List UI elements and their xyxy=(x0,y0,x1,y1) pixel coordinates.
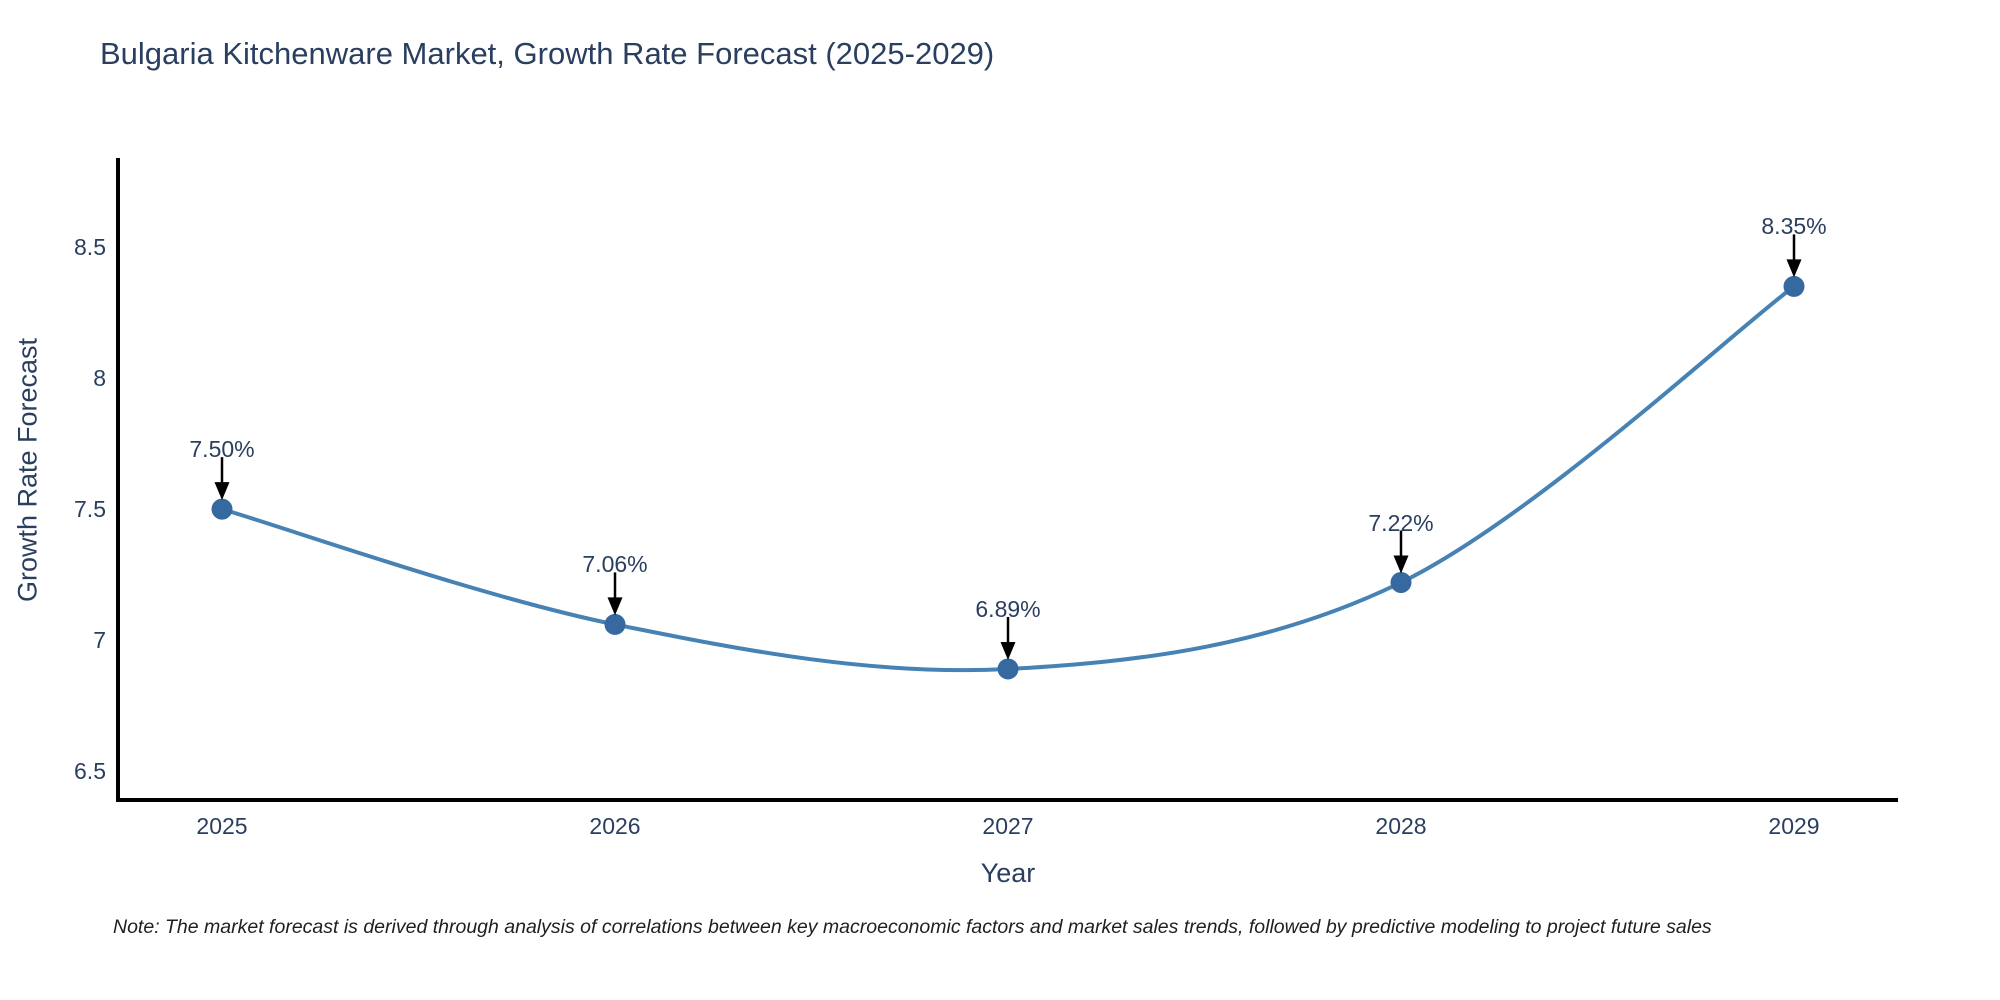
annotation-arrow-head xyxy=(1786,259,1802,278)
x-tick-label: 2025 xyxy=(196,813,248,839)
annotation-arrow-head xyxy=(607,597,623,616)
x-tick-label: 2027 xyxy=(982,813,1034,839)
y-tick-label: 6.5 xyxy=(74,758,106,785)
y-tick-label: 7 xyxy=(93,627,106,654)
point-value-label: 7.22% xyxy=(1368,509,1434,536)
y-tick-label: 8.5 xyxy=(74,234,106,261)
x-axis-title: Year xyxy=(980,858,1036,888)
point-value-label: 7.06% xyxy=(582,551,648,578)
y-tick-label: 8 xyxy=(93,365,106,392)
point-value-label: 7.50% xyxy=(189,436,255,463)
y-tick-label: 7.5 xyxy=(74,496,106,523)
footnote: Note: The market forecast is derived thr… xyxy=(113,916,1712,938)
annotation-arrow-head xyxy=(214,482,230,501)
point-value-label: 6.89% xyxy=(975,595,1041,622)
data-point-marker xyxy=(997,658,1019,680)
x-tick-label: 2026 xyxy=(589,813,641,839)
x-tick-label: 2029 xyxy=(1768,813,1820,839)
y-axis-title: Growth Rate Forecast xyxy=(12,337,43,603)
x-tick-label: 2028 xyxy=(1375,813,1427,839)
data-point-marker xyxy=(1783,275,1805,297)
annotation-arrow-head xyxy=(1393,555,1409,574)
annotation-arrow-head xyxy=(1000,641,1016,660)
data-point-marker xyxy=(604,613,626,635)
point-value-label: 8.35% xyxy=(1761,213,1827,240)
data-point-marker xyxy=(211,498,233,520)
data-point-marker xyxy=(1390,572,1412,594)
chart-title: Bulgaria Kitchenware Market, Growth Rate… xyxy=(100,36,995,71)
